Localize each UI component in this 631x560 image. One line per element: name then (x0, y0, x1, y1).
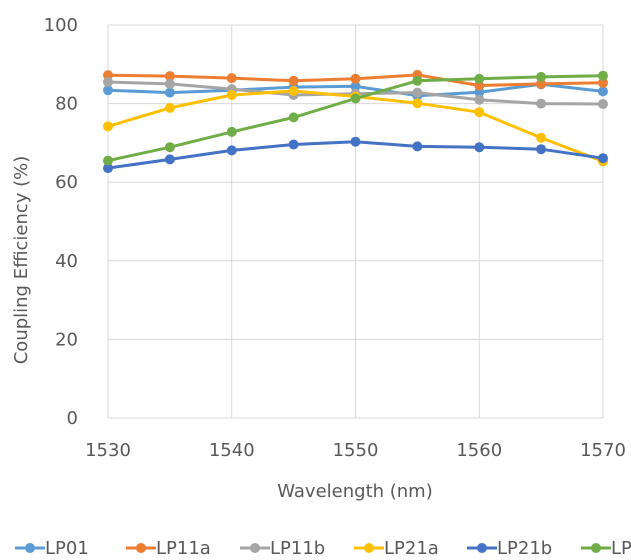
data-point-lp21b (288, 139, 299, 150)
data-point-lp11b (412, 87, 423, 98)
legend-label: LP21a (384, 538, 439, 559)
legend-item-lp11b: LP11b (240, 538, 325, 559)
data-point-lp11a (226, 73, 237, 84)
legend-label: LP11a (156, 538, 211, 559)
x-axis-title: Wavelength (nm) (277, 481, 433, 502)
data-point-lp11a (350, 73, 361, 84)
data-point-lp11a (536, 78, 547, 89)
x-axis-tick-labels: 1530 1540 1550 1560 1570 (85, 440, 626, 461)
data-point-lp21b (412, 141, 423, 152)
y-tick-label: 40 (55, 251, 78, 272)
legend-item-lp21b: LP21b (467, 538, 552, 559)
data-point-lp11a (288, 75, 299, 86)
legend-marker-lp21b (477, 543, 487, 553)
data-point-lp21a (226, 90, 237, 100)
data-point-lp11a (598, 77, 608, 88)
data-point-lp21b (598, 153, 608, 164)
data-point-lp02 (226, 126, 237, 137)
data-point-lp02 (412, 75, 423, 86)
data-point-lp21b (226, 145, 237, 156)
y-tick-label: 60 (55, 172, 78, 193)
y-axis-title: Coupling Efficiency (%) (11, 156, 32, 365)
legend-item-lp21a: LP21a (354, 538, 439, 559)
legend-item-lp11a: LP11a (126, 538, 211, 559)
legend: LP01 LP11a LP11b LP21a LP21b LP02 (15, 538, 631, 559)
data-point-lp01 (598, 86, 608, 97)
legend-label: LP21b (497, 538, 552, 559)
data-point-lp21b (536, 144, 547, 155)
x-tick-label: 1570 (580, 440, 626, 461)
data-point-lp01 (350, 81, 361, 92)
y-tick-label: 80 (55, 94, 78, 115)
x-tick-label: 1560 (456, 440, 502, 461)
y-axis-tick-labels: 0 20 40 60 80 100 (44, 15, 78, 429)
data-point-lp02 (536, 71, 547, 82)
data-point-lp21a (412, 98, 423, 109)
legend-label: LP01 (45, 538, 89, 559)
x-tick-label: 1550 (333, 440, 379, 461)
data-point-lp01 (103, 85, 113, 96)
y-tick-label: 20 (55, 329, 78, 350)
series-lp21b (103, 136, 608, 174)
series-lp02 (103, 70, 608, 166)
y-tick-label: 100 (44, 15, 78, 36)
data-point-lp21b (164, 154, 175, 165)
data-point-lp21a (164, 102, 175, 113)
data-point-lp21b (103, 163, 113, 174)
legend-label: LP02 (611, 538, 631, 559)
data-point-lp21a (103, 121, 113, 132)
data-point-lp11b (103, 77, 113, 87)
data-point-lp21a (474, 107, 485, 118)
legend-marker-lp11b (250, 543, 260, 553)
data-point-lp02 (103, 155, 113, 166)
legend-item-lp02: LP02 (581, 538, 631, 559)
data-point-lp21a (288, 86, 299, 96)
legend-label: LP11b (270, 538, 325, 559)
legend-marker-lp21a (364, 543, 374, 553)
data-point-lp02 (598, 70, 608, 81)
legend-item-lp01: LP01 (15, 538, 89, 559)
series-lines (103, 69, 608, 174)
data-point-lp11b (536, 98, 547, 109)
data-point-lp11b (164, 78, 175, 89)
data-point-lp21a (536, 132, 547, 143)
data-point-lp21b (474, 142, 485, 153)
data-point-lp02 (288, 112, 299, 123)
legend-marker-lp01 (25, 543, 35, 553)
data-point-lp11b (474, 94, 485, 105)
legend-marker-lp11a (136, 543, 146, 553)
x-tick-label: 1530 (85, 440, 131, 461)
legend-marker-lp02 (591, 543, 601, 553)
x-tick-label: 1540 (209, 440, 255, 461)
data-point-lp02 (350, 93, 361, 104)
data-point-lp11b (598, 99, 608, 109)
data-point-lp01 (164, 87, 175, 98)
data-point-lp11a (164, 71, 175, 82)
y-tick-label: 0 (67, 408, 78, 429)
data-point-lp02 (164, 142, 175, 153)
data-point-lp02 (474, 73, 485, 84)
data-point-lp21b (350, 136, 361, 147)
